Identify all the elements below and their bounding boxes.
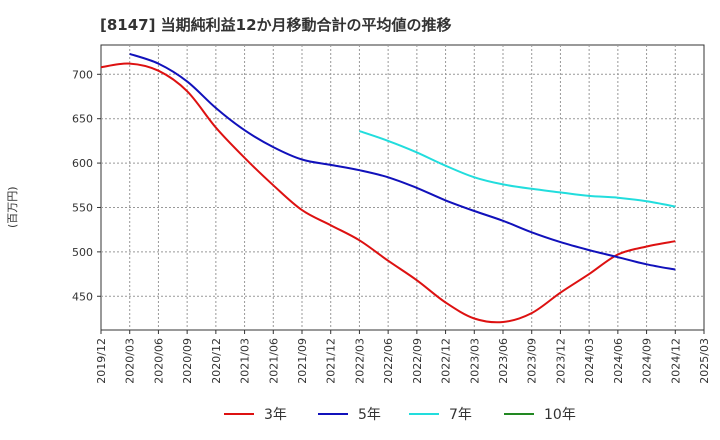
series-line-1 (129, 52, 676, 271)
y-tick-label: 450 (72, 290, 93, 303)
x-tick-label: 2022/06 (382, 338, 395, 384)
x-tick-label: 2023/03 (468, 338, 481, 384)
x-tick-label: 2022/03 (353, 338, 366, 384)
x-tick-label: 2021/06 (267, 338, 280, 384)
legend-label-0: 3年 (264, 407, 287, 423)
x-tick-label: 2021/12 (325, 338, 338, 384)
y-tick-label: 600 (72, 157, 93, 170)
legend-label-1: 5年 (358, 407, 381, 423)
x-tick-label: 2024/12 (669, 338, 682, 384)
x-tick-label: 2020/12 (210, 338, 223, 384)
x-tick-label: 2025/03 (698, 338, 711, 384)
legend-label-3: 10年 (544, 407, 576, 423)
x-tick-label: 2020/03 (124, 338, 137, 384)
x-tick-label: 2019/12 (95, 338, 108, 384)
x-tick-label: 2021/03 (239, 338, 252, 384)
y-tick-label: 700 (72, 68, 93, 81)
plot-area (100, 44, 705, 331)
x-tick-label: 2022/09 (411, 338, 424, 384)
y-tick-label: 550 (72, 201, 93, 214)
chart-title: [8147] 当期純利益12か月移動合計の平均値の推移 (100, 16, 452, 34)
x-tick-label: 2023/12 (554, 338, 567, 384)
x-tick-label: 2024/06 (612, 338, 625, 384)
legend-label-2: 7年 (449, 407, 472, 423)
x-tick-label: 2020/06 (152, 338, 165, 384)
x-tick-label: 2024/03 (583, 338, 596, 384)
series-line-0 (100, 62, 676, 324)
x-tick-label: 2024/09 (641, 338, 654, 384)
x-tick-label: 2023/06 (497, 338, 510, 384)
x-tick-label: 2023/09 (526, 338, 539, 384)
series-line-2 (359, 130, 676, 208)
x-tick-label: 2021/09 (296, 338, 309, 384)
x-tick-label: 2020/09 (181, 338, 194, 384)
x-tick-label: 2022/12 (440, 338, 453, 384)
y-tick-label: 650 (72, 113, 93, 126)
y-tick-label: 500 (72, 246, 93, 259)
